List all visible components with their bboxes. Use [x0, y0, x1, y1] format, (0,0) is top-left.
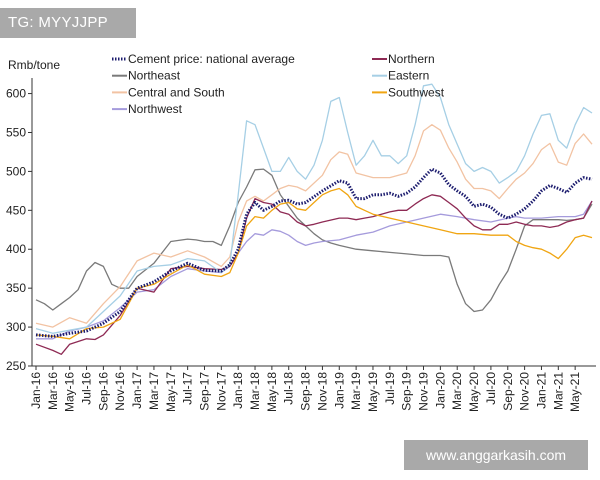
x-tick-label: May-19 — [366, 372, 380, 412]
x-tick-label: Mar-17 — [147, 372, 161, 410]
series-line-central-and-south — [35, 124, 593, 328]
y-tick-label: 550 — [6, 125, 26, 139]
x-tick-label: Mar-19 — [349, 372, 363, 410]
x-tick-label: Jul-18 — [282, 372, 296, 405]
x-tick-label: Mar-18 — [248, 372, 262, 410]
x-tick-label: May-16 — [63, 372, 77, 412]
x-tick-label: May-21 — [568, 372, 582, 412]
x-tick-label: Jul-19 — [383, 372, 397, 405]
legend-label-central-and-south: Central and South — [128, 85, 225, 99]
x-tick-label: Jan-20 — [433, 372, 447, 409]
x-tick-label: Jul-20 — [484, 372, 498, 405]
x-tick-label: Jan-19 — [332, 372, 346, 409]
y-tick-label: 450 — [6, 203, 26, 217]
y-axis-unit-label: Rmb/tone — [8, 58, 61, 72]
x-tick-label: Jul-17 — [181, 372, 195, 405]
x-tick-label: Sep-18 — [299, 372, 313, 411]
legend-label-cement-price-national-average: Cement price: national average — [128, 52, 295, 66]
x-tick-label: Jul-16 — [80, 372, 94, 405]
x-tick-label: Nov-17 — [214, 372, 228, 411]
x-tick-label: Sep-16 — [96, 372, 110, 411]
x-tick-label: Jan-21 — [534, 372, 548, 409]
legend-label-northwest: Northwest — [128, 102, 183, 116]
series-line-northeast — [35, 168, 593, 313]
x-tick-label: Sep-19 — [400, 372, 414, 411]
x-tick-label: Nov-20 — [518, 372, 532, 411]
series-line-southwest — [35, 187, 593, 340]
y-tick-label: 300 — [6, 320, 26, 334]
telegram-tag: TG: MYYJJPP — [0, 8, 136, 38]
x-tick-label: Jan-18 — [231, 372, 245, 409]
x-tick-label: Sep-20 — [501, 372, 515, 411]
x-tick-label: Nov-18 — [315, 372, 329, 411]
y-tick-label: 250 — [6, 359, 26, 373]
y-tick-label: 350 — [6, 281, 26, 295]
x-tick-label: Jan-17 — [130, 372, 144, 409]
legend-label-southwest: Southwest — [388, 85, 445, 99]
x-tick-label: May-20 — [467, 372, 481, 412]
x-tick-label: May-18 — [265, 372, 279, 412]
x-tick-label: Mar-16 — [46, 372, 60, 410]
x-tick-label: Jan-16 — [29, 372, 43, 409]
series-lines — [35, 83, 593, 355]
x-tick-label: Nov-19 — [417, 372, 431, 411]
x-tick-label: May-17 — [164, 372, 178, 412]
watermark: www.anggarkasih.com — [404, 440, 588, 470]
legend-label-northern: Northern — [388, 52, 435, 66]
y-tick-label: 600 — [6, 87, 26, 101]
x-tick-label: Mar-21 — [551, 372, 565, 410]
series-line-eastern — [35, 83, 593, 334]
series-line-northern — [35, 194, 593, 355]
legend-label-northeast: Northeast — [128, 69, 181, 83]
series-line-cement-price-national-average — [35, 167, 593, 338]
y-tick-label: 400 — [6, 242, 26, 256]
legend-label-eastern: Eastern — [388, 69, 429, 83]
x-tick-label: Nov-16 — [113, 372, 127, 411]
x-tick-label: Mar-20 — [450, 372, 464, 410]
y-tick-label: 500 — [6, 164, 26, 178]
x-tick-label: Sep-17 — [197, 372, 211, 411]
legend: Cement price: national average Northeast C… — [112, 52, 445, 116]
